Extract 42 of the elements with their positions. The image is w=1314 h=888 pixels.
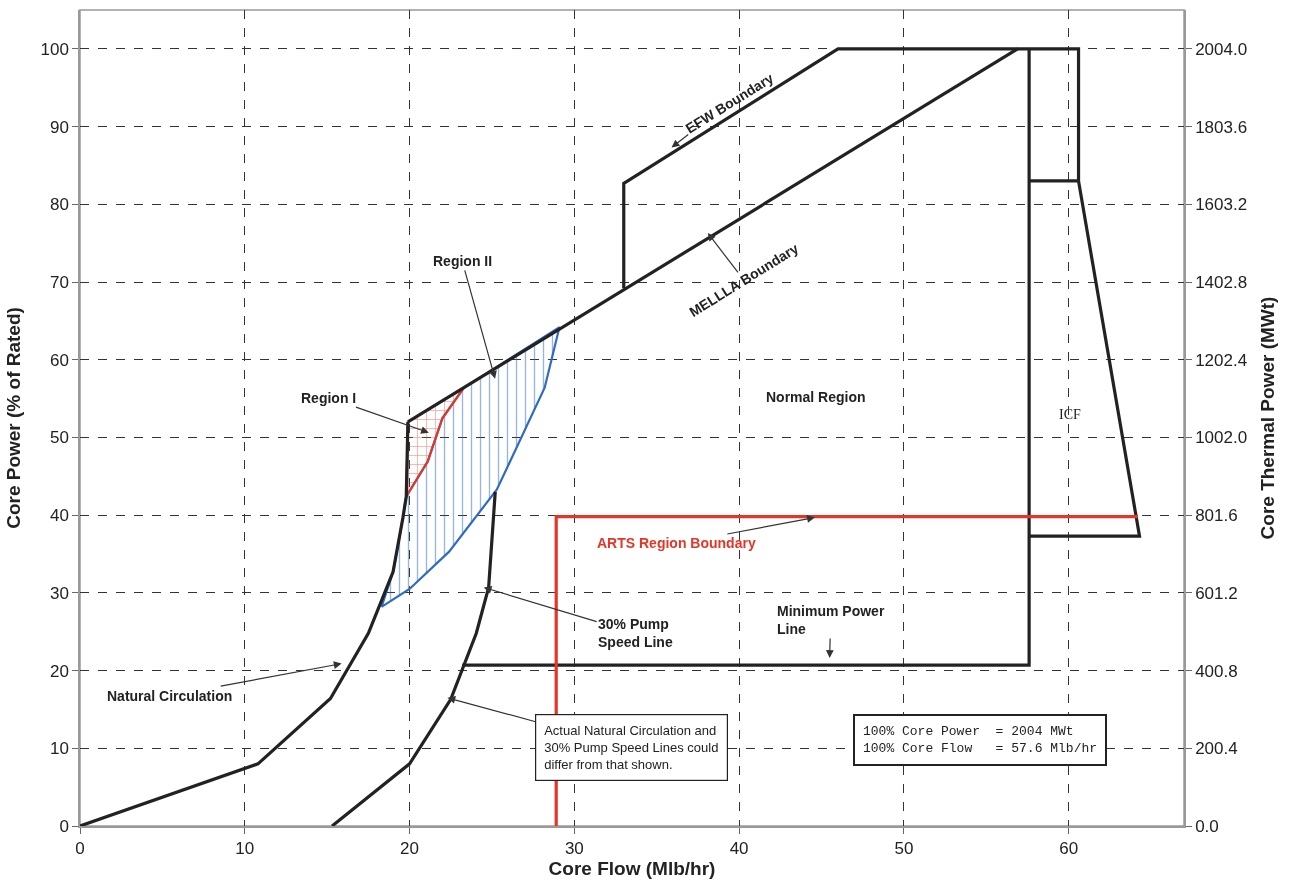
x-tick-label: 20 (400, 839, 420, 859)
annotation: ICF (1059, 407, 1081, 422)
y-tick-label: 70 (49, 272, 69, 292)
y-axis-title: Core Power (% of Rated) (2, 307, 24, 529)
y-tick-label: 0 (59, 816, 69, 836)
y-tick-label: 30 (49, 583, 69, 603)
annotation: Region I (301, 390, 357, 406)
annotation: Region II (433, 253, 493, 269)
y-tick-label: 60 (49, 350, 69, 370)
y-tick-label: 50 (49, 428, 69, 448)
y2-tick-label: 1002.0 (1195, 428, 1248, 448)
annotation: ARTS Region Boundary (597, 535, 756, 551)
y2-tick-label: 200.4 (1195, 739, 1238, 759)
annotation: Normal Region (766, 389, 866, 405)
x-tick-label: 0 (75, 839, 85, 859)
y2-tick-label: 1202.4 (1195, 350, 1248, 370)
y-tick-label: 100 (40, 39, 69, 59)
y2-axis-title: Core Thermal Power (MWt) (1257, 296, 1279, 540)
annotation: Natural Circulation (107, 688, 233, 704)
y2-tick-label: 0.0 (1195, 816, 1219, 836)
y-tick-label: 80 (49, 195, 69, 215)
x-tick-label: 50 (894, 839, 914, 859)
x-tick-label: 40 (729, 839, 749, 859)
y2-tick-label: 601.2 (1195, 583, 1238, 603)
annotation: 30% Pump Speed Line (598, 616, 673, 651)
y-tick-label: 10 (49, 739, 69, 759)
annotation: 100% Core Power = 2004 MWt 100% Core Flow = 57.6 Mlb/hr (863, 724, 1098, 756)
y2-tick-label: 400.8 (1195, 661, 1238, 681)
y-tick-label: 90 (49, 117, 69, 137)
annotation: Minimum Power Line (777, 603, 885, 638)
x-axis-title: Core Flow (Mlb/hr) (548, 858, 716, 880)
y2-tick-label: 2004.0 (1195, 39, 1248, 59)
y2-tick-label: 1803.6 (1195, 117, 1248, 137)
y-tick-label: 40 (49, 506, 69, 526)
y2-tick-label: 1402.8 (1195, 272, 1248, 292)
x-tick-label: 60 (1059, 839, 1079, 859)
x-tick-label: 10 (235, 839, 255, 859)
x-tick-label: 30 (564, 839, 584, 859)
annotation: Actual Natural Circulation and 30% Pump Speed Lines could differ from that shown. (544, 723, 719, 772)
y-tick-label: 20 (49, 661, 69, 681)
y2-tick-label: 801.6 (1195, 506, 1238, 526)
y2-tick-label: 1603.2 (1195, 195, 1248, 215)
